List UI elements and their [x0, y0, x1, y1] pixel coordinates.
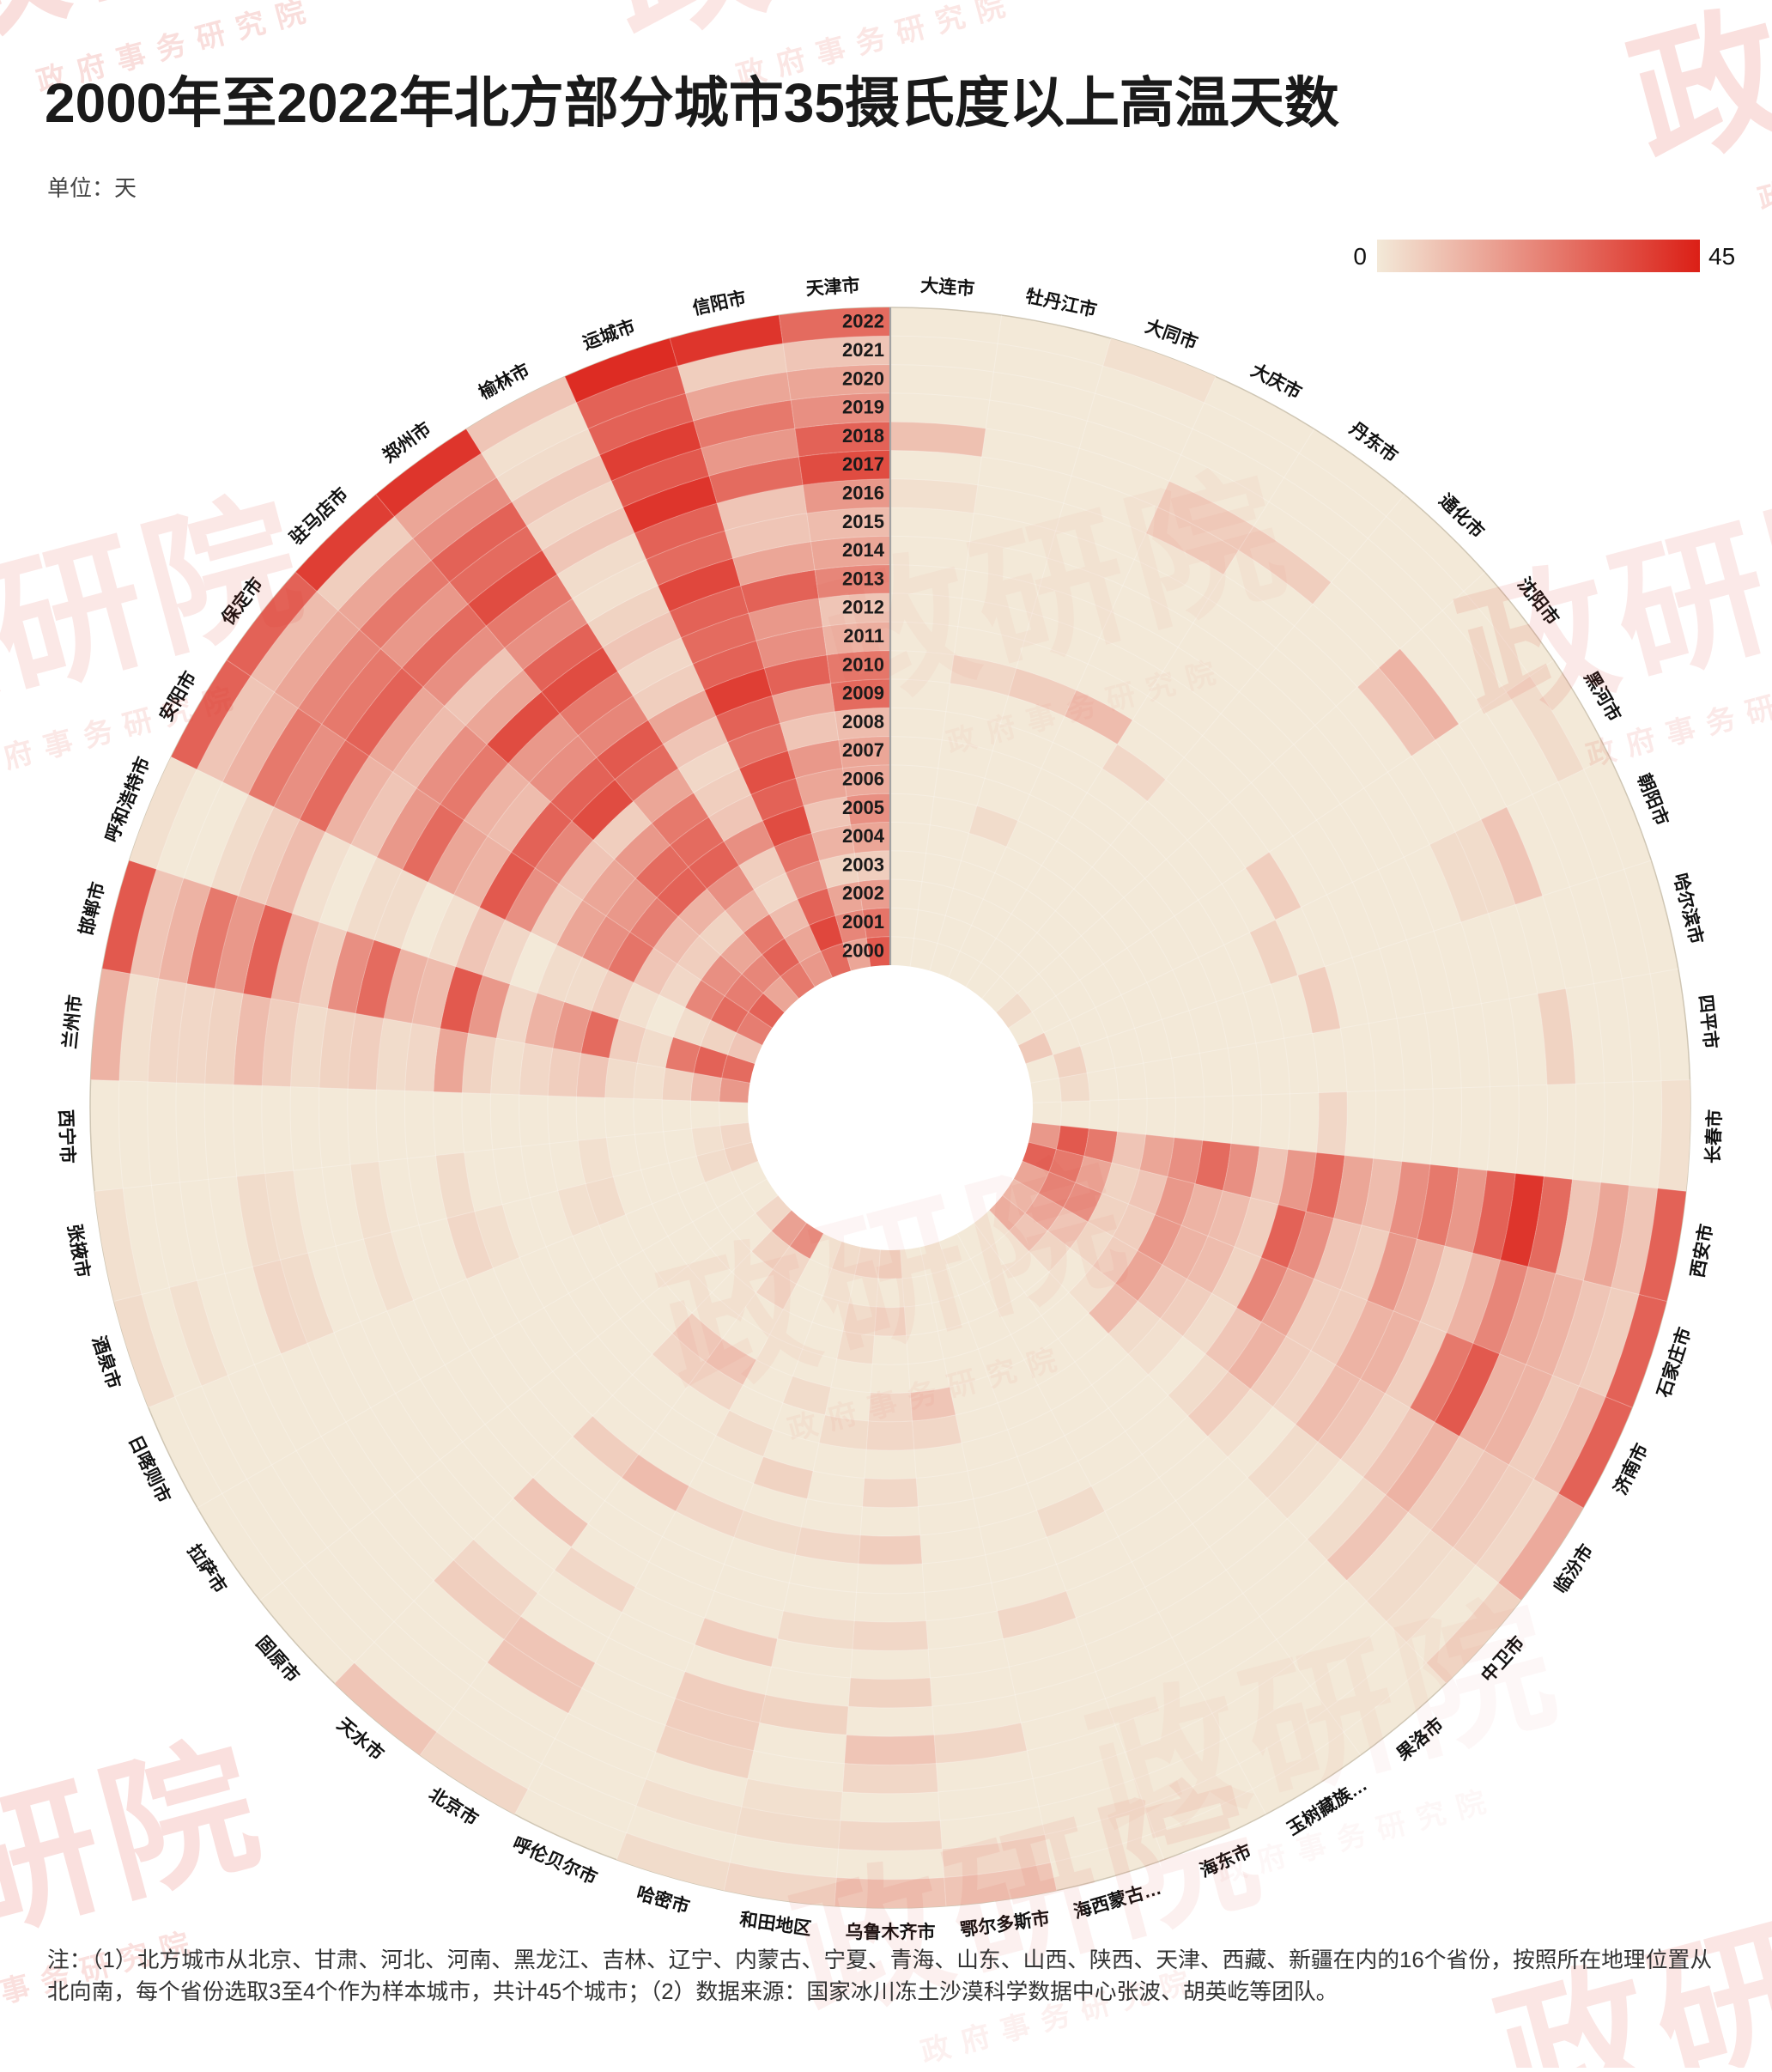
svg-text:2000: 2000 [842, 939, 884, 961]
svg-text:2010: 2010 [842, 653, 884, 675]
svg-text:2012: 2012 [842, 597, 884, 618]
svg-text:2020: 2020 [842, 368, 884, 389]
svg-text:2018: 2018 [842, 425, 884, 447]
svg-text:北向南，每个省份选取3至4个作为样本城市，共计45个城市；（: 北向南，每个省份选取3至4个作为样本城市，共计45个城市；（2）数据来源：国家冰… [47, 1979, 1338, 2004]
svg-text:2004: 2004 [842, 825, 885, 847]
svg-text:2002: 2002 [842, 883, 884, 904]
svg-text:2000年至2022年北方部分城市35摄氏度以上高温天数: 2000年至2022年北方部分城市35摄氏度以上高温天数 [45, 72, 1339, 134]
svg-text:2021: 2021 [842, 339, 884, 361]
svg-text:乌鲁木齐市: 乌鲁木齐市 [846, 1922, 936, 1942]
svg-text:2011: 2011 [843, 625, 884, 647]
svg-text:2005: 2005 [842, 797, 884, 818]
svg-text:西宁市: 西宁市 [56, 1109, 78, 1164]
svg-text:2013: 2013 [842, 568, 884, 589]
svg-text:2003: 2003 [842, 854, 884, 875]
svg-text:2015: 2015 [842, 511, 884, 532]
svg-text:2009: 2009 [842, 683, 884, 704]
svg-text:单位：天: 单位：天 [47, 175, 137, 201]
svg-text:2022: 2022 [842, 311, 884, 332]
svg-text:45: 45 [1708, 243, 1735, 270]
svg-text:长春市: 长春市 [1702, 1109, 1725, 1164]
svg-text:2001: 2001 [842, 911, 884, 933]
svg-text:2014: 2014 [842, 539, 885, 561]
svg-text:2008: 2008 [842, 711, 884, 732]
svg-text:0: 0 [1353, 243, 1367, 270]
svg-text:2019: 2019 [842, 397, 884, 418]
svg-text:2016: 2016 [842, 483, 884, 504]
svg-text:2017: 2017 [842, 453, 884, 475]
svg-text:大连市: 大连市 [920, 275, 976, 299]
svg-text:注：（1）北方城市从北京、甘肃、河北、河南、黑龙江、吉林、辽: 注：（1）北方城市从北京、甘肃、河北、河南、黑龙江、吉林、辽宁、内蒙古、宁夏、青… [47, 1947, 1712, 1972]
svg-text:天津市: 天津市 [805, 275, 861, 299]
svg-text:2007: 2007 [842, 739, 884, 761]
svg-text:2006: 2006 [842, 769, 884, 790]
